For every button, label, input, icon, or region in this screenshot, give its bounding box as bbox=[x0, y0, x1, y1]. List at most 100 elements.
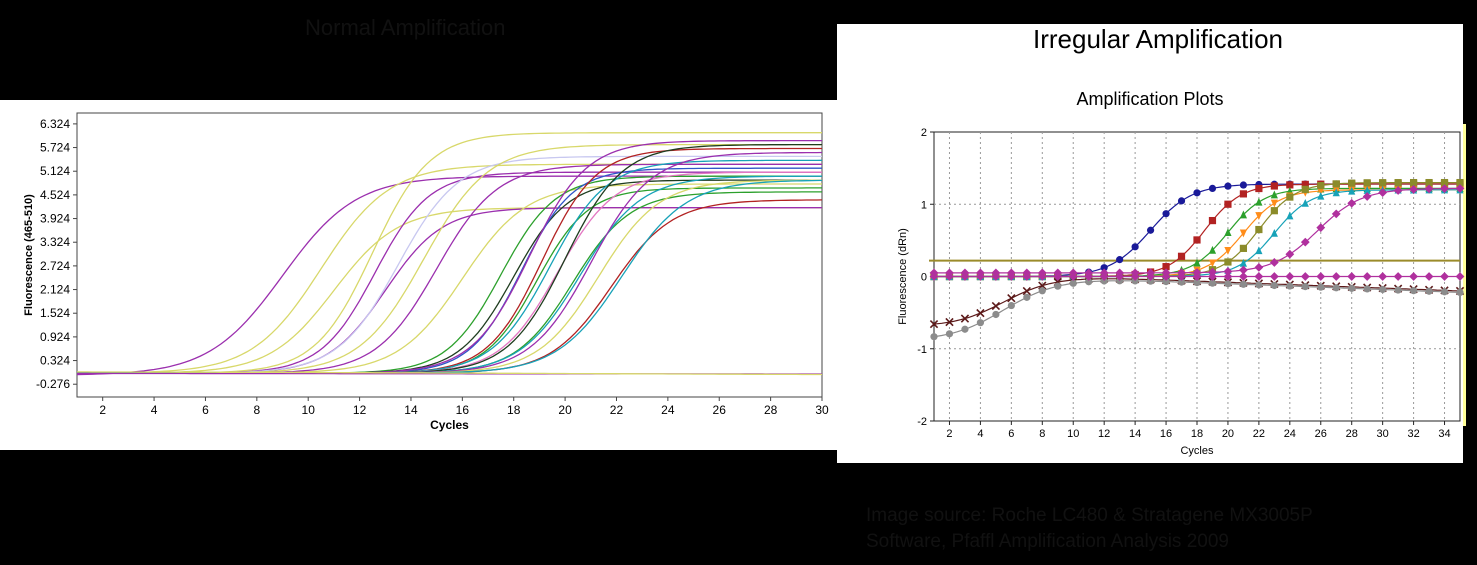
right-series-5-marker bbox=[1348, 179, 1356, 187]
right-edge-stripe bbox=[1463, 124, 1466, 426]
right-series-9-marker bbox=[1379, 285, 1387, 294]
right-series-5-marker bbox=[1363, 179, 1371, 187]
right-series-9-marker bbox=[1193, 279, 1201, 287]
right-series-10-marker bbox=[1285, 272, 1295, 281]
left-y-tick-label: 3.324 bbox=[40, 235, 70, 249]
left-x-tick-label: 30 bbox=[815, 403, 829, 417]
right-x-tick-label: 24 bbox=[1284, 428, 1296, 440]
right-series-6-marker bbox=[1301, 198, 1309, 207]
right-series-9-marker bbox=[1425, 287, 1433, 295]
right-series-7-marker bbox=[1269, 258, 1279, 267]
right-series-10-marker bbox=[1099, 272, 1109, 281]
left-x-tick-label: 14 bbox=[404, 403, 418, 417]
right-series-2-marker bbox=[1224, 200, 1232, 208]
right-series-2-marker bbox=[1208, 216, 1217, 225]
right-x-tick-label: 4 bbox=[977, 428, 983, 440]
right-series-7-marker bbox=[1378, 188, 1388, 197]
right-series-6-marker bbox=[1363, 186, 1371, 194]
right-series-6-marker bbox=[1239, 258, 1248, 267]
right-series-6-marker bbox=[1332, 188, 1340, 197]
right-x-tick-label: 26 bbox=[1315, 428, 1327, 440]
right-series-9-marker bbox=[1255, 281, 1263, 289]
right-series-7-marker bbox=[1347, 198, 1357, 208]
right-series-2-marker bbox=[1255, 184, 1263, 193]
right-series-9-marker bbox=[976, 319, 985, 327]
right-series-7-marker bbox=[1409, 185, 1418, 194]
right-series-9-marker bbox=[1409, 287, 1418, 295]
right-series-6-marker bbox=[1270, 228, 1278, 237]
right-series-9-marker bbox=[961, 325, 969, 333]
left-y-tick-label: 2.124 bbox=[40, 283, 70, 297]
right-series-1-marker bbox=[1162, 210, 1170, 218]
right-y-tick-label: 1 bbox=[921, 199, 927, 211]
right-series-9-marker bbox=[1162, 278, 1170, 286]
right-series-5-marker bbox=[1425, 178, 1433, 187]
right-series-8-marker bbox=[976, 308, 985, 318]
right-series-5-marker bbox=[1317, 182, 1325, 190]
left-y-tick-label: 0.924 bbox=[40, 330, 70, 344]
right-y-tick-label: -1 bbox=[917, 344, 927, 356]
right-series-10-marker bbox=[1300, 272, 1310, 281]
right-series-5-marker bbox=[1379, 179, 1387, 187]
left-y-tick-label: 5.124 bbox=[40, 164, 70, 178]
right-series-10-marker bbox=[1316, 272, 1326, 281]
right-series-10-marker bbox=[1440, 272, 1449, 281]
right-series-9-marker bbox=[1038, 287, 1046, 295]
right-series-6-marker bbox=[1255, 246, 1263, 255]
right-series-3-marker bbox=[1270, 190, 1278, 199]
right-series-5-marker bbox=[1286, 193, 1294, 201]
left-y-tick-label: 0.324 bbox=[40, 354, 70, 368]
right-series-9-marker bbox=[1023, 293, 1031, 301]
right-series-4-marker bbox=[1208, 259, 1217, 268]
right-series-5-marker bbox=[1301, 185, 1309, 193]
right-series-6-marker bbox=[1317, 191, 1325, 200]
right-series-10-marker bbox=[1254, 272, 1264, 281]
right-series-10-marker bbox=[1006, 272, 1016, 281]
right-series-9-marker bbox=[1085, 278, 1093, 286]
right-series-9-marker bbox=[1146, 277, 1155, 285]
right-series-8-marker bbox=[1038, 281, 1047, 290]
right-x-tick-label: 30 bbox=[1377, 428, 1389, 440]
right-series-5-marker bbox=[1239, 244, 1248, 252]
right-series-5-marker bbox=[1270, 207, 1278, 215]
right-series-7-marker bbox=[1254, 262, 1264, 272]
right-series-10-marker bbox=[1362, 272, 1372, 281]
right-y-tick-label: -2 bbox=[917, 416, 927, 428]
right-series-5-marker bbox=[1440, 178, 1449, 187]
right-x-tick-label: 28 bbox=[1346, 428, 1358, 440]
right-series-10-marker bbox=[1347, 272, 1357, 281]
right-series-5-marker bbox=[1332, 180, 1340, 188]
right-series-3-marker bbox=[1208, 245, 1217, 254]
right-series-10-marker bbox=[1208, 272, 1217, 281]
right-series-9-marker bbox=[1317, 283, 1325, 291]
right-x-tick-label: 12 bbox=[1098, 428, 1110, 440]
right-series-4-marker bbox=[1224, 246, 1232, 255]
right-series-8-marker bbox=[1022, 286, 1031, 296]
right-series-9-marker bbox=[1332, 284, 1340, 292]
right-series-10-marker bbox=[1223, 272, 1233, 281]
right-series-7-marker bbox=[1331, 209, 1341, 219]
right-series-9-marker bbox=[930, 333, 938, 341]
right-series-9-marker bbox=[1348, 284, 1356, 292]
left-x-tick-label: 20 bbox=[558, 403, 572, 417]
left-panel-title: Normal Amplification bbox=[305, 15, 506, 40]
right-series-10-marker bbox=[1192, 272, 1202, 281]
right-series-3-marker bbox=[1239, 210, 1248, 219]
right-series-10-marker bbox=[1239, 272, 1248, 281]
left-x-tick-label: 8 bbox=[253, 403, 260, 417]
left-plot-area bbox=[76, 112, 823, 398]
left-x-tick-label: 6 bbox=[202, 403, 209, 417]
left-y-axis-label: Fluorescence (465-510) bbox=[23, 194, 35, 316]
right-x-tick-label: 16 bbox=[1160, 428, 1172, 440]
right-series-10-marker bbox=[1424, 272, 1434, 281]
right-series-9-marker bbox=[992, 310, 1000, 319]
right-series-10-marker bbox=[1331, 272, 1341, 281]
right-series-2-marker bbox=[1162, 263, 1170, 271]
right-series-10-marker bbox=[1053, 272, 1063, 281]
right-series-5-marker bbox=[1255, 225, 1263, 234]
right-x-tick-label: 20 bbox=[1222, 428, 1234, 440]
left-x-tick-label: 12 bbox=[353, 403, 367, 417]
right-series-7-marker bbox=[1316, 223, 1326, 233]
right-series-7-marker bbox=[1362, 192, 1372, 201]
right-x-tick-label: 14 bbox=[1129, 428, 1141, 440]
